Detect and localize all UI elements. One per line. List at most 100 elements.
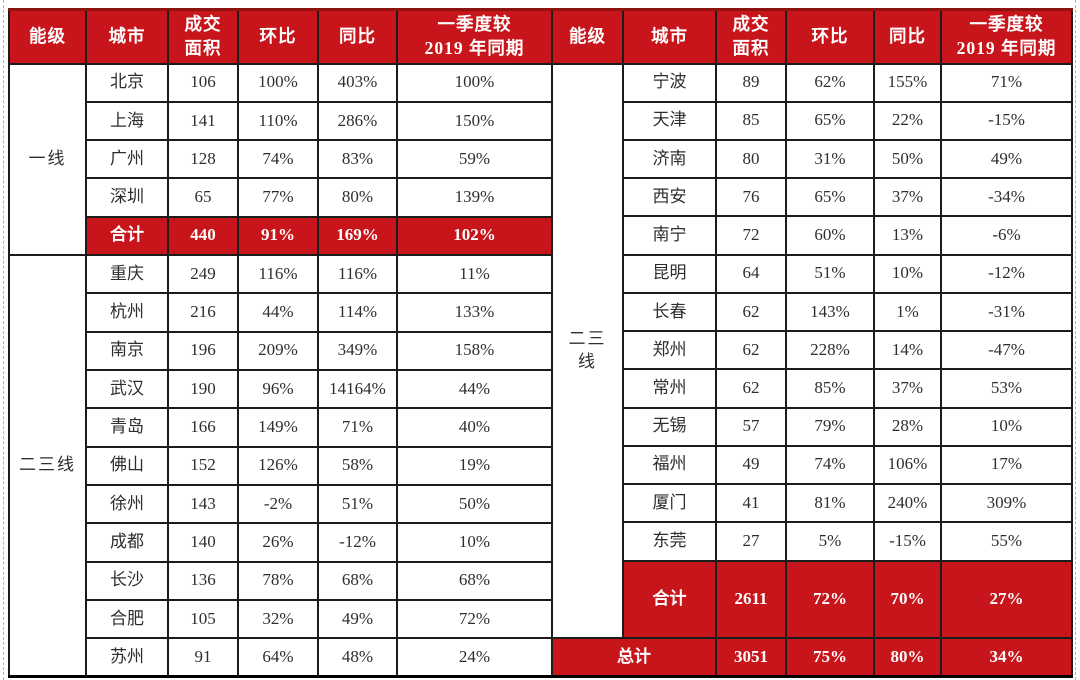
value-cell: 62%: [785, 62, 875, 103]
column-header: 同比: [873, 8, 942, 65]
row-label-cell: 广州: [85, 139, 169, 180]
value-cell: 85: [715, 100, 787, 141]
value-cell: 80%: [873, 637, 942, 678]
value-cell: 11%: [396, 254, 553, 295]
value-cell: 65%: [785, 177, 875, 218]
tier-cell: 二三 线: [551, 62, 624, 640]
value-cell: 62: [715, 368, 787, 409]
value-cell: 143: [167, 483, 239, 525]
column-header: 环比: [785, 8, 875, 65]
column-header: 一季度较 2019 年同期: [396, 8, 553, 65]
row-label-cell: 天津: [622, 100, 717, 141]
row-label-cell: 合计: [622, 559, 717, 640]
row-label-cell: 苏州: [85, 637, 169, 678]
value-cell: 65: [167, 177, 239, 218]
value-cell: 143%: [785, 291, 875, 333]
table-row: 武汉 190 96% 14164% 44%: [9, 368, 553, 410]
row-label-cell: 武汉: [85, 368, 169, 410]
value-cell: 1%: [873, 291, 942, 333]
value-cell: 149%: [237, 407, 319, 448]
value-cell: 5%: [785, 521, 875, 562]
value-cell: 27: [715, 521, 787, 562]
value-cell: 14164%: [317, 368, 398, 410]
table-row: 西安 76 65% 37% -34%: [552, 177, 1073, 218]
value-cell: 105: [167, 598, 239, 640]
row-label-cell: 北京: [85, 62, 169, 103]
value-cell: 62: [715, 330, 787, 371]
value-cell: 169%: [317, 215, 398, 257]
value-cell: -34%: [940, 177, 1073, 218]
value-cell: 403%: [317, 62, 398, 103]
value-cell: 27%: [940, 559, 1073, 640]
value-cell: 10%: [940, 406, 1073, 447]
tier-table-left: 能级 城市 成交 面积 环比 同比 一季度较 2019 年同期 一线 北京 106 100% 403…: [8, 8, 553, 678]
value-cell: 209%: [237, 330, 319, 372]
page-edge-guide-left: [3, 0, 4, 680]
value-cell: 37%: [873, 368, 942, 409]
value-cell: 53%: [940, 368, 1073, 409]
tier-cell: 二三线: [8, 254, 87, 678]
value-cell: 76: [715, 177, 787, 218]
value-cell: 110%: [237, 100, 319, 142]
column-header: 成交 面积: [167, 8, 239, 65]
value-cell: 74%: [237, 139, 319, 180]
value-cell: 59%: [396, 139, 553, 180]
value-cell: 196: [167, 330, 239, 372]
value-cell: 64%: [237, 637, 319, 678]
table-row: 二三 线宁波 89 62% 155% 71%: [551, 62, 1073, 640]
value-cell: 190: [167, 368, 239, 410]
value-cell: 13%: [873, 215, 942, 256]
table-row: 一线 北京 106 100% 403% 100%: [8, 62, 553, 257]
row-label-cell: 总计: [551, 637, 717, 678]
value-cell: -31%: [940, 291, 1073, 333]
value-cell: 37%: [873, 177, 942, 218]
row-label-cell: 长春: [622, 291, 717, 333]
row-label-cell: 东莞: [622, 521, 717, 562]
value-cell: 70%: [873, 559, 942, 640]
value-cell: 50%: [396, 483, 553, 525]
value-cell: 71%: [317, 407, 398, 448]
row-label-cell: 郑州: [622, 330, 717, 371]
tier-cell: 一线: [8, 62, 87, 257]
column-header: 能级: [551, 8, 624, 65]
header-row: 能级 城市 成交 面积 环比 同比 一季度较 2019 年同期: [8, 8, 553, 65]
value-cell: -2%: [237, 483, 319, 525]
value-cell: 106: [167, 62, 239, 103]
value-cell: 49%: [317, 598, 398, 640]
value-cell: 155%: [873, 62, 942, 103]
column-header: 城市: [85, 8, 169, 65]
table-row: 南京 196 209% 349% 158%: [9, 330, 553, 372]
value-cell: 34%: [940, 637, 1073, 678]
row-label-cell: 无锡: [622, 406, 717, 447]
table-row: 合肥 105 32% 49% 72%: [9, 598, 553, 640]
value-cell: -15%: [873, 521, 942, 562]
value-cell: 83%: [317, 139, 398, 180]
value-cell: 79%: [785, 406, 875, 447]
row-label-cell: 昆明: [622, 253, 717, 294]
row-label-cell: 深圳: [85, 177, 169, 218]
value-cell: 106%: [873, 444, 942, 486]
table-row: 郑州 62 228% 14% -47%: [552, 330, 1073, 371]
row-label-cell: 西安: [622, 177, 717, 218]
value-cell: 126%: [237, 445, 319, 486]
value-cell: 75%: [785, 637, 875, 678]
value-cell: 17%: [940, 444, 1073, 486]
value-cell: 71%: [940, 62, 1073, 103]
row-label-cell: 杭州: [85, 292, 169, 333]
table-row: 上海 141 110% 286% 150%: [9, 100, 553, 142]
value-cell: 136: [167, 560, 239, 601]
value-cell: 19%: [396, 445, 553, 486]
value-cell: -15%: [940, 100, 1073, 141]
value-cell: 114%: [317, 292, 398, 333]
table-row: 佛山 152 126% 58% 19%: [9, 445, 553, 486]
table-row: 二三线 重庆 249 116% 116% 11%: [8, 254, 553, 678]
value-cell: 57: [715, 406, 787, 447]
value-cell: 14%: [873, 330, 942, 371]
value-cell: 60%: [785, 215, 875, 256]
value-cell: 158%: [396, 330, 553, 372]
value-cell: 96%: [237, 368, 319, 410]
tier-table-right: 能级 城市 成交 面积 环比 同比 一季度较 2019 年同期 二三 线宁波 89 62% 155…: [551, 8, 1073, 678]
value-cell: 152: [167, 445, 239, 486]
value-cell: 78%: [237, 560, 319, 601]
row-label-cell: 上海: [85, 100, 169, 142]
